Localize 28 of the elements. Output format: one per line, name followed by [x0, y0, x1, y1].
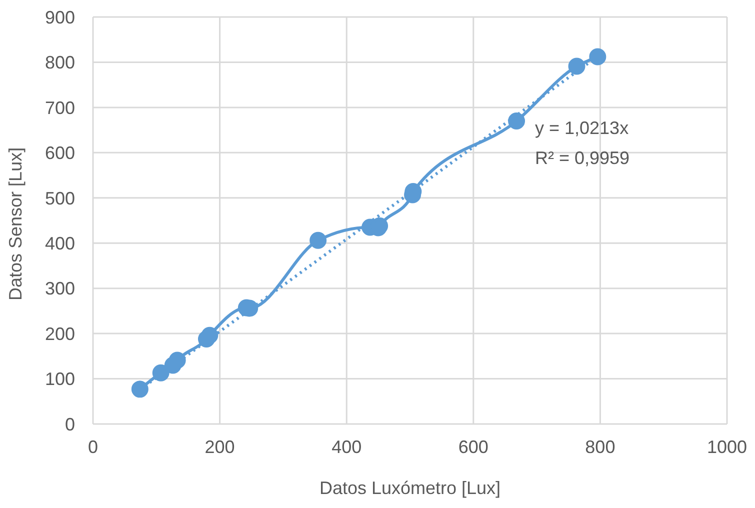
y-tick-label: 100	[44, 369, 75, 390]
point	[152, 364, 170, 382]
x-tick-label: 600	[458, 436, 488, 457]
point	[508, 112, 526, 130]
point	[310, 232, 327, 249]
point	[168, 352, 186, 369]
y-axis-title: Datos Sensor [Lux]	[5, 147, 26, 300]
x-tick-label: 0	[88, 436, 98, 457]
point	[201, 326, 218, 344]
point	[589, 48, 606, 66]
x-tick-label: 800	[585, 436, 616, 457]
y-tick-label: 800	[44, 52, 75, 73]
annotation: y = 1,0213x	[535, 118, 629, 139]
y-tick-label: 200	[44, 324, 75, 344]
y-tick-label: 500	[44, 188, 75, 208]
x-tick-label: 400	[332, 436, 362, 457]
y-tick-label: 700	[44, 98, 75, 118]
y-tick-label: 400	[44, 234, 75, 254]
x-tick-label: 1000	[706, 436, 748, 457]
x-tick-label: 200	[204, 436, 235, 457]
y-tick-label: 300	[44, 278, 75, 299]
y-tick-label: 600	[44, 143, 75, 164]
y-tick-label: 900	[44, 7, 75, 28]
y-tick-label: 0	[64, 414, 75, 434]
annotation: R² = 0,9959	[535, 148, 630, 169]
point	[131, 380, 148, 398]
point	[568, 58, 586, 75]
x-axis-title: Datos Luxómetro [Lux]	[319, 478, 501, 498]
